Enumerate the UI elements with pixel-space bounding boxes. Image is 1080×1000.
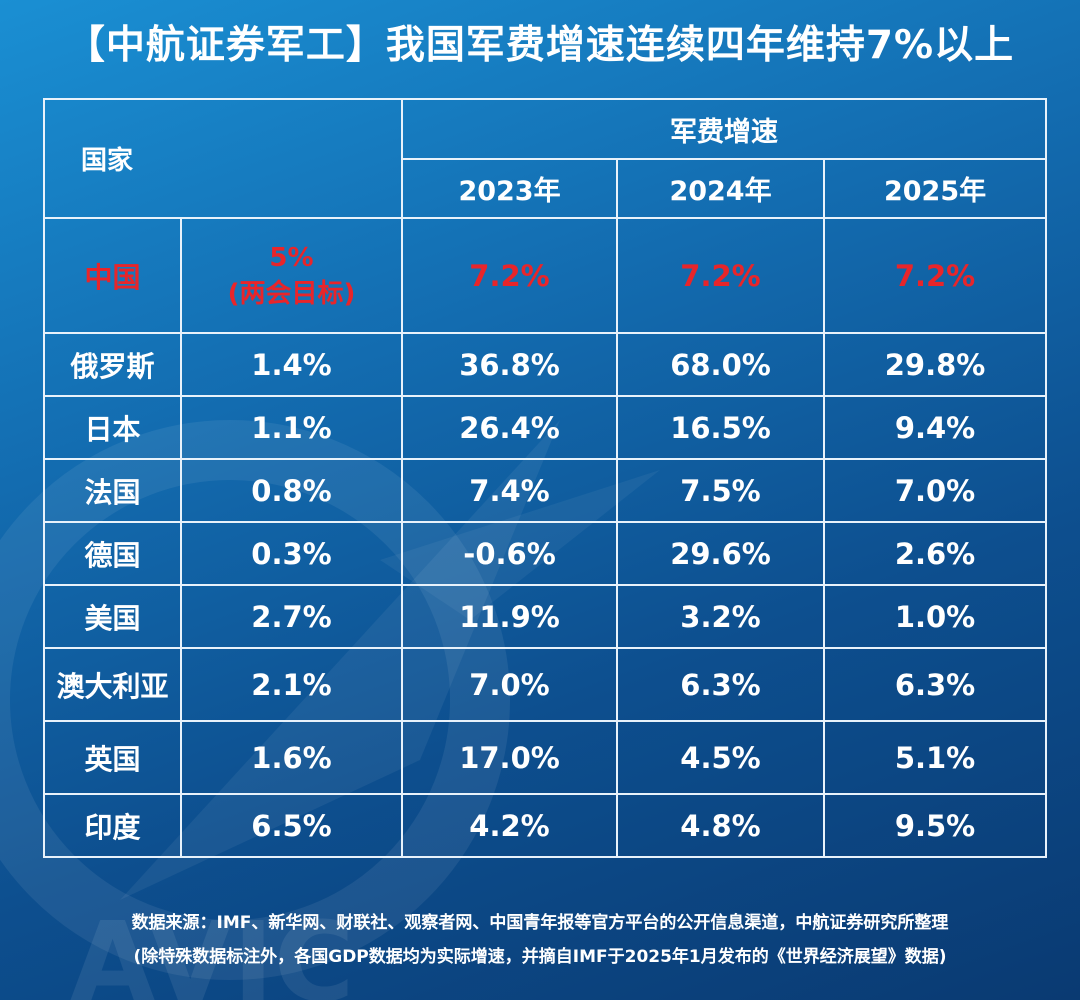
gdp-cell: 1.1% <box>179 395 404 460</box>
value-cell-2025: 7.2% <box>823 217 1048 334</box>
value-cell-2023: 7.2% <box>401 217 619 334</box>
value-cell-2025: 1.0% <box>823 584 1048 649</box>
gdp-cell: 1.6% <box>179 720 404 795</box>
value-cell-2025: 5.1% <box>823 720 1048 795</box>
value-cell-2024: 29.6% <box>616 521 826 586</box>
growth-group-header: 军费增速 <box>401 98 1048 160</box>
table-row-russia: 俄罗斯 1.4% 36.8% 68.0% 29.8% <box>43 332 1048 397</box>
header-row-top: 国家 军费增速 <box>42 98 1048 219</box>
military-spending-table: 国家 军费增速 2023年 2024年 2025年 中国 5% (两会目标) 7… <box>42 98 1048 858</box>
value-cell-2023: 36.8% <box>401 332 619 397</box>
value-cell-2024: 7.2% <box>616 217 826 334</box>
country-cell: 印度 <box>43 793 182 858</box>
country-cell: 俄罗斯 <box>43 332 182 397</box>
value-cell-2023: 7.0% <box>401 647 619 722</box>
value-cell-2025: 9.5% <box>823 793 1048 858</box>
value-cell-2024: 4.8% <box>616 793 826 858</box>
source-line-1: 数据来源：IMF、新华网、财联社、观察者网、中国青年报等官方平台的公开信息渠道，… <box>131 913 949 933</box>
value-cell-2025: 2.6% <box>823 521 1048 586</box>
gdp-cell: 6.5% <box>179 793 404 858</box>
gdp-cell: 2.1% <box>179 647 404 722</box>
country-cell: 法国 <box>43 458 182 523</box>
value-cell-2025: 9.4% <box>823 395 1048 460</box>
value-cell-2023: -0.6% <box>401 521 619 586</box>
value-cell-2025: 29.8% <box>823 332 1048 397</box>
gdp-cell: 1.4% <box>179 332 404 397</box>
value-cell-2025: 7.0% <box>823 458 1048 523</box>
country-cell: 美国 <box>43 584 182 649</box>
china-target-note: (两会目标) <box>227 278 356 309</box>
country-cell: 澳大利亚 <box>43 647 182 722</box>
value-cell-2024: 16.5% <box>616 395 826 460</box>
value-cell-2023: 17.0% <box>401 720 619 795</box>
value-cell-2024: 4.5% <box>616 720 826 795</box>
country-header: 国家 <box>42 98 404 219</box>
table-row-japan: 日本 1.1% 26.4% 16.5% 9.4% <box>43 395 1048 460</box>
table-row-usa: 美国 2.7% 11.9% 3.2% 1.0% <box>43 584 1048 649</box>
value-cell-2023: 26.4% <box>401 395 619 460</box>
gdp-cell: 2.7% <box>179 584 404 649</box>
table-row-australia: 澳大利亚 2.1% 7.0% 6.3% 6.3% <box>43 647 1048 722</box>
value-cell-2024: 7.5% <box>616 458 826 523</box>
gdp-cell: 0.8% <box>179 458 404 523</box>
value-cell-2025: 6.3% <box>823 647 1048 722</box>
country-cell: 德国 <box>43 521 182 586</box>
value-cell-2023: 4.2% <box>401 793 619 858</box>
year-header-2023: 2023年 <box>401 158 619 219</box>
page-title: 【中航证券军工】我国军费增速连续四年维持7%以上 <box>65 23 1015 68</box>
value-cell-2024: 3.2% <box>616 584 826 649</box>
country-cell: 英国 <box>43 720 182 795</box>
table-row-china: 中国 5% (两会目标) 7.2% 7.2% 7.2% <box>43 217 1048 334</box>
table-row-india: 印度 6.5% 4.2% 4.8% 9.5% <box>43 793 1048 858</box>
table-row-uk: 英国 1.6% 17.0% 4.5% 5.1% <box>43 720 1048 795</box>
gdp-cell: 0.3% <box>179 521 404 586</box>
china-target-cell: 5% (两会目标) <box>179 217 404 334</box>
table-row-france: 法国 0.8% 7.4% 7.5% 7.0% <box>43 458 1048 523</box>
table-row-germany: 德国 0.3% -0.6% 29.6% 2.6% <box>43 521 1048 586</box>
country-cell: 日本 <box>43 395 182 460</box>
header-row-years: 2023年 2024年 2025年 <box>44 158 1048 219</box>
value-cell-2023: 11.9% <box>401 584 619 649</box>
source-note: 数据来源：IMF、新华网、财联社、观察者网、中国青年报等官方平台的公开信息渠道，… <box>0 906 1080 974</box>
year-header-2024: 2024年 <box>616 158 826 219</box>
source-line-2: (除特殊数据标注外，各国GDP数据均为实际增速，并摘自IMF于2025年1月发布… <box>133 947 947 967</box>
value-cell-2023: 7.4% <box>401 458 619 523</box>
value-cell-2024: 6.3% <box>616 647 826 722</box>
value-cell-2024: 68.0% <box>616 332 826 397</box>
country-cell: 中国 <box>43 217 182 334</box>
year-header-2025: 2025年 <box>823 158 1048 219</box>
china-target-value: 5% <box>269 242 314 273</box>
